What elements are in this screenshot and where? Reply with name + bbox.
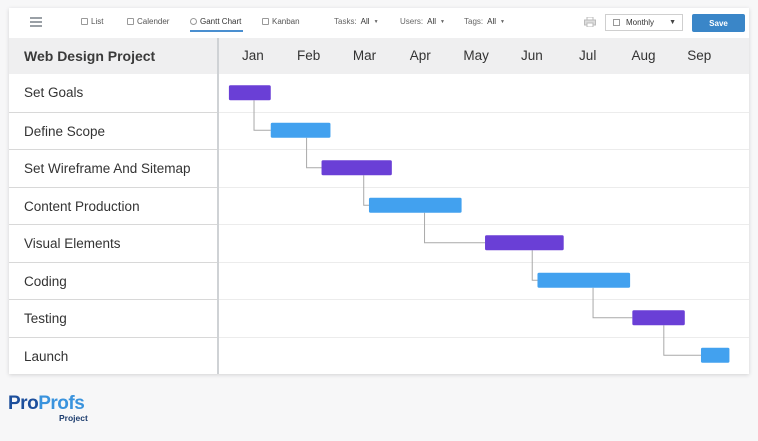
task-row[interactable]: Set Wireframe And Sitemap [9,149,217,187]
dependency-connector [424,212,486,244]
filter-label: Tags: [464,17,484,26]
users-filter[interactable]: Users: All ▼ [400,17,445,26]
month-header: Jan Feb Mar Apr May Jun Jul Aug Sep [219,38,749,74]
tab-label: Kanban [272,17,300,26]
gantt-chart [228,85,730,363]
dependency-connector [363,175,369,206]
save-button[interactable]: Save [692,14,745,32]
task-bar[interactable] [321,160,392,176]
task-list: Web Design Project Set Goals Define Scope… [9,38,219,374]
task-row[interactable]: Content Production [9,186,217,225]
user-icon [190,18,197,25]
tags-filter[interactable]: Tags: All ▼ [464,17,505,26]
dependency-connector [592,287,633,319]
dependency-connector [663,325,701,356]
select-value: Monthly [626,18,655,27]
kanban-icon [262,18,269,25]
list-icon [81,18,88,25]
month-label: Feb [297,48,321,63]
task-bar[interactable] [700,347,730,363]
month-label: Mar [352,48,377,63]
tab-label: List [91,17,104,26]
gantt-timeline: Jan Feb Mar Apr May Jun Jul Aug Sep [219,38,749,374]
task-row[interactable]: Define Scope [9,111,217,150]
tab-label: Gantt Chart [200,17,242,26]
calendar-icon [127,18,134,25]
calendar-icon [613,19,620,26]
dependency-connector [306,137,322,169]
task-row[interactable]: Testing [9,299,217,337]
project-title: Web Design Project [9,38,217,74]
tab-gantt-chart[interactable]: Gantt Chart [190,17,244,32]
task-row[interactable]: Coding [9,261,217,300]
filter-label: Tasks: [334,17,357,26]
tab-label: Calender [137,17,170,26]
task-bar[interactable] [368,197,462,213]
gantt-card: List Calender Gantt Chart Kanban Tasks: … [9,8,749,374]
task-row[interactable]: Launch [9,336,217,375]
row-divider [219,224,749,225]
month-label: Aug [631,48,656,63]
task-bar[interactable] [537,272,631,288]
proprofs-logo: ProProfs Project [8,393,88,424]
month-label: Jun [521,48,543,63]
filter-label: Users: [400,17,424,26]
task-bar[interactable] [270,122,331,138]
caret-down-icon: ▼ [500,18,505,25]
month-label: Jan [242,48,264,63]
dependency-connector [253,100,271,131]
row-divider [219,186,749,188]
caret-down-icon: ▼ [440,18,445,25]
print-icon[interactable] [584,17,596,27]
logo-subtitle: Project [59,413,88,423]
task-row[interactable]: Visual Elements [9,224,217,262]
hamburger-menu-icon[interactable] [30,17,42,27]
timescale-select[interactable]: Monthly ▼ [605,14,683,31]
tasks-filter[interactable]: Tasks: All ▼ [334,17,379,26]
logo-text: Profs [38,393,85,414]
tab-calendar[interactable]: Calender [127,17,169,26]
task-bar[interactable] [228,85,271,101]
filter-value: All [487,17,497,26]
row-divider [219,336,749,338]
filter-value: All [360,17,370,26]
tab-kanban[interactable]: Kanban [262,17,300,26]
task-bar[interactable] [485,235,564,251]
month-label: Apr [409,48,431,63]
month-label: Sep [687,48,712,63]
row-divider [219,299,749,300]
caret-down-icon: ▼ [669,19,676,26]
caret-down-icon: ▼ [373,18,379,25]
row-divider [219,111,749,113]
filter-value: All [427,17,437,26]
task-row[interactable]: Set Goals [24,85,84,100]
tab-list[interactable]: List [81,17,103,26]
logo-text: Pro [8,393,39,414]
row-divider [219,149,749,150]
row-divider [219,261,749,263]
task-bar[interactable] [632,310,685,326]
dependency-connector [531,250,538,281]
month-label: Jul [579,48,597,63]
month-label: May [463,48,489,63]
toolbar: List Calender Gantt Chart Kanban Tasks: … [9,8,749,39]
